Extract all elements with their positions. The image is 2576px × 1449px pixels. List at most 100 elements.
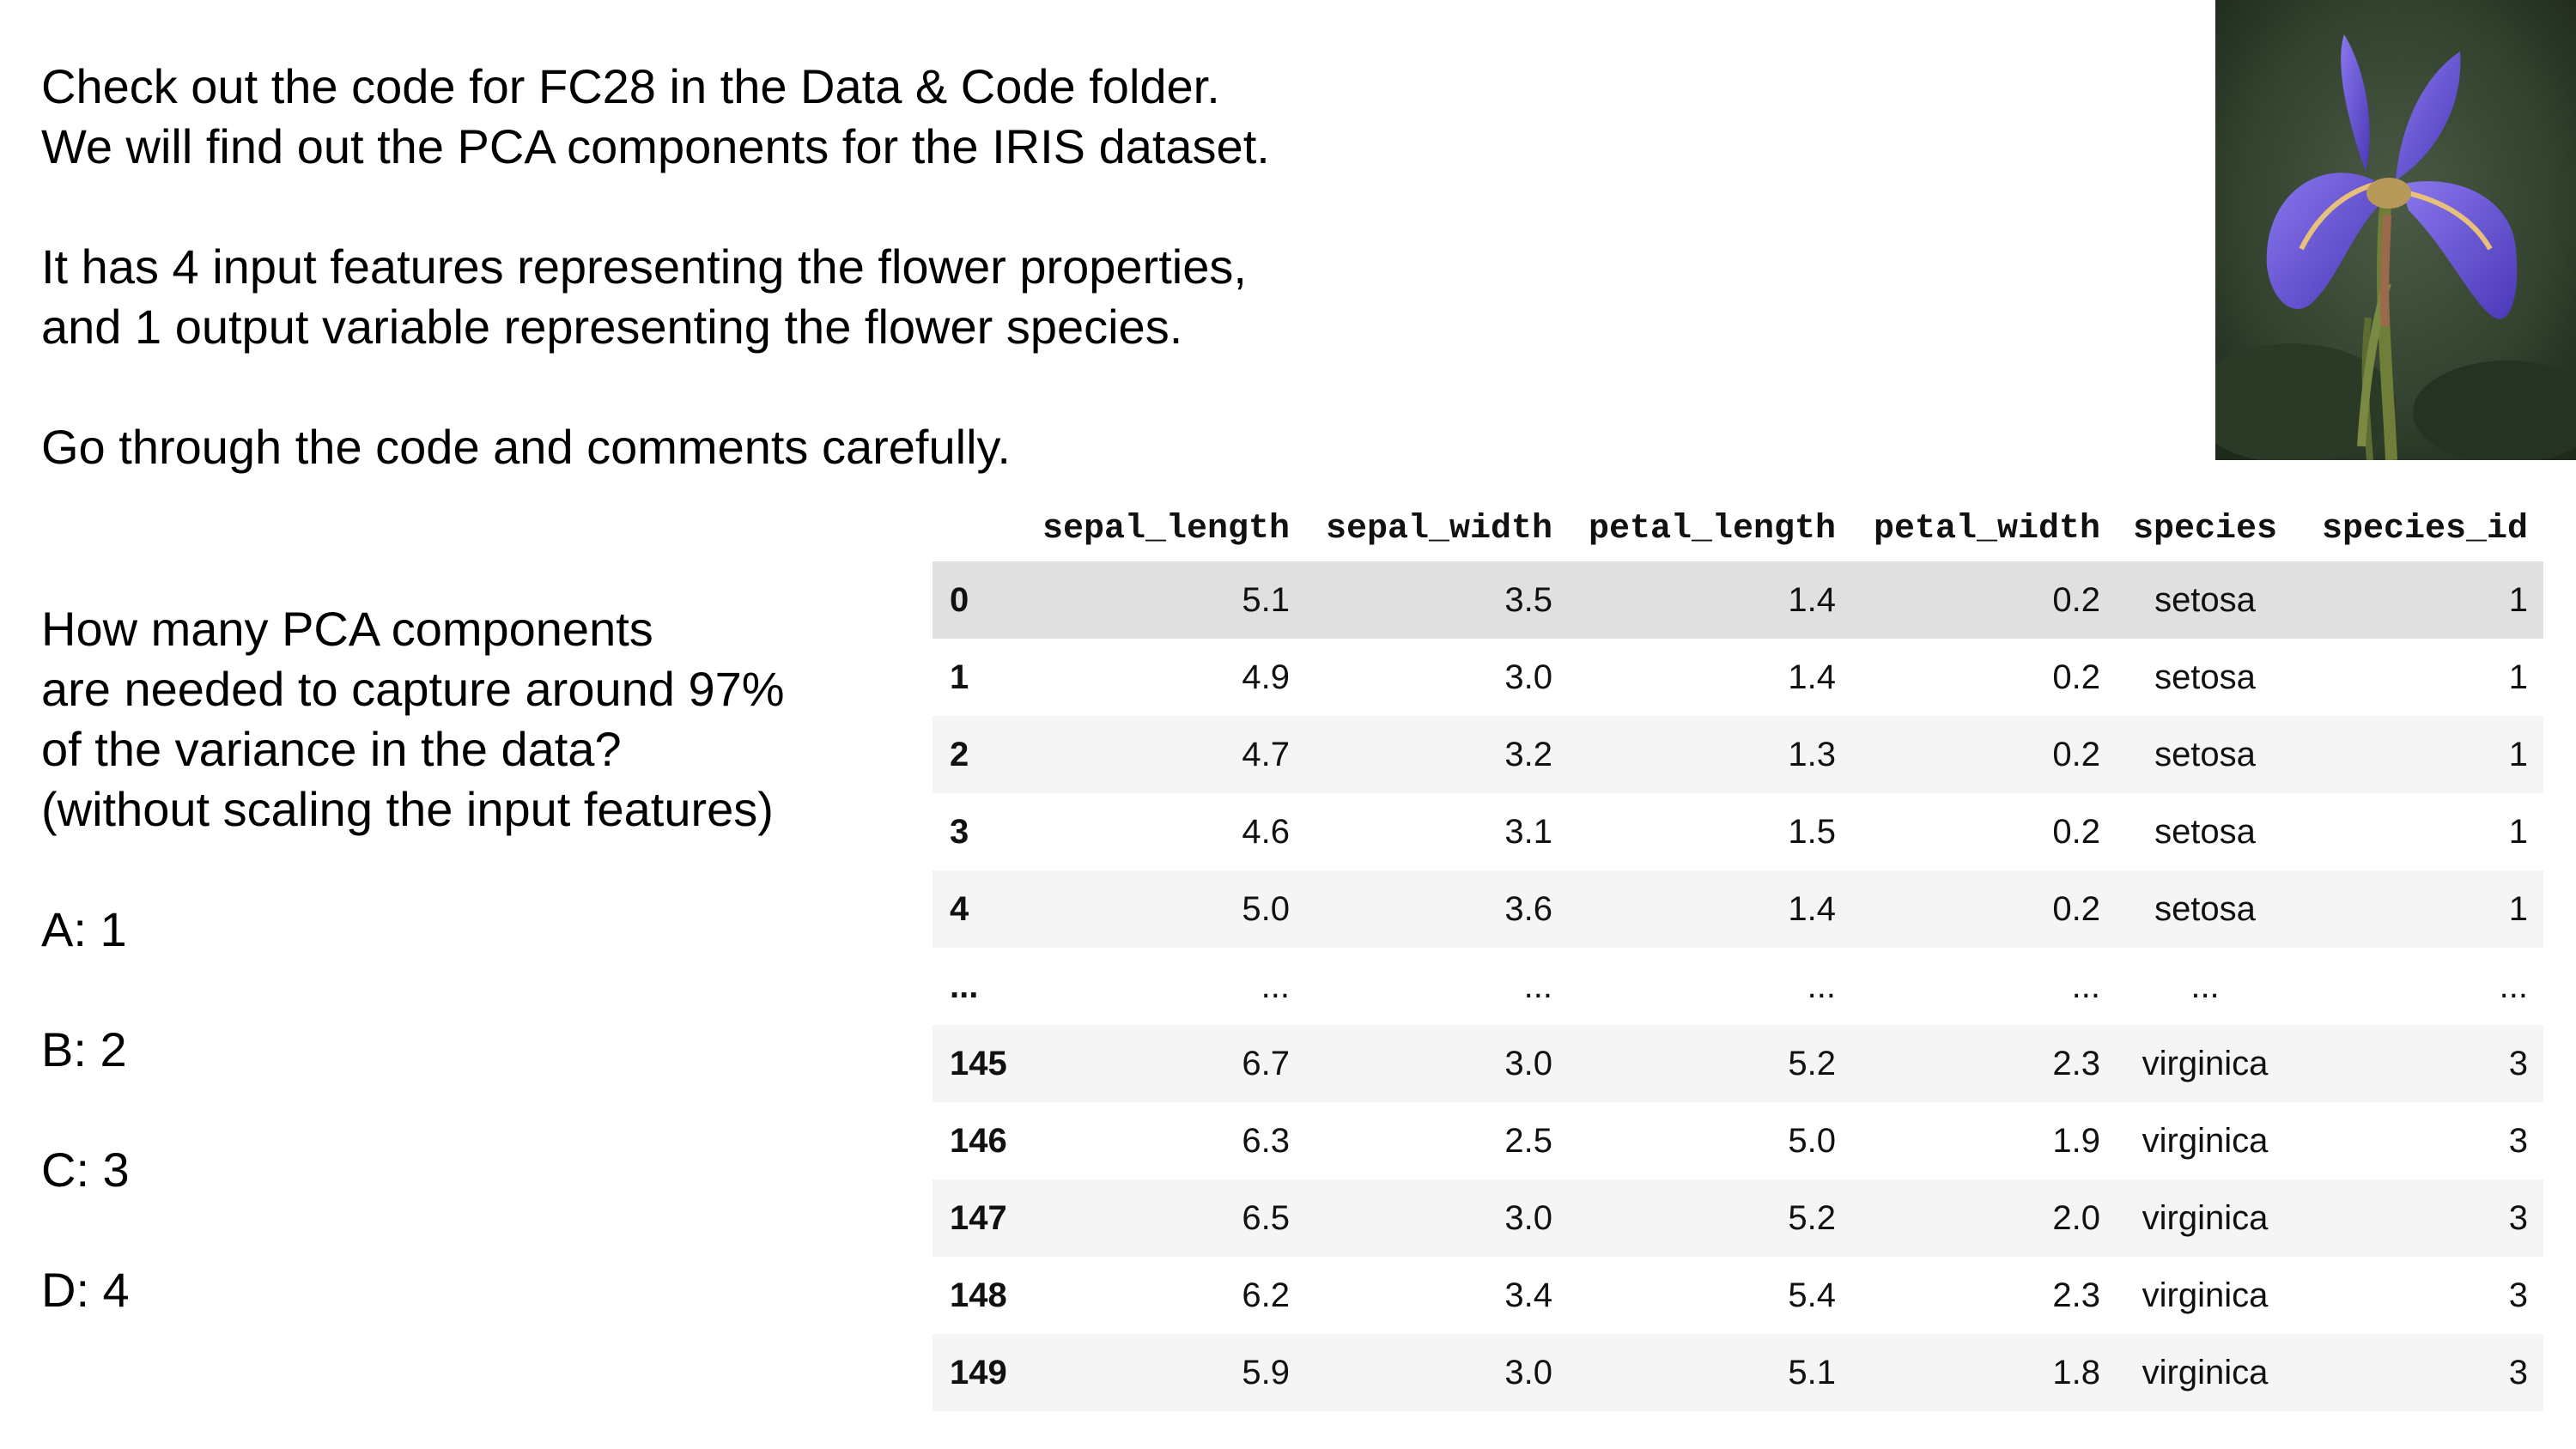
intro-line-2: We will find out the PCA components for … bbox=[41, 119, 1270, 173]
row-index: 145 bbox=[933, 1025, 1037, 1102]
features-line-2: and 1 output variable representing the f… bbox=[41, 300, 1183, 354]
option-a: A: 1 bbox=[41, 902, 127, 956]
cell-petal-width: ... bbox=[1851, 948, 2116, 1025]
question-line-3: of the variance in the data? bbox=[41, 722, 622, 776]
cell-petal-width: 1.9 bbox=[1851, 1102, 2116, 1179]
cell-sepal-length: 6.5 bbox=[1037, 1179, 1305, 1257]
cell-species: setosa bbox=[2116, 870, 2294, 948]
cell-petal-length: 5.2 bbox=[1568, 1179, 1851, 1257]
column-header-sepal-width: sepal_width bbox=[1325, 509, 1552, 549]
cell-sepal-width: 3.1 bbox=[1305, 793, 1568, 870]
row-index: ... bbox=[933, 948, 1037, 1025]
option-d: D: 4 bbox=[41, 1263, 130, 1317]
iris-dataframe-table: sepal_length sepal_width petal_length pe… bbox=[933, 496, 2543, 1411]
cell-petal-width: 0.2 bbox=[1851, 561, 2116, 639]
question-line-4: (without scaling the input features) bbox=[41, 782, 774, 836]
iris-flower-image bbox=[2215, 0, 2576, 460]
cell-sepal-width: 3.0 bbox=[1305, 1179, 1568, 1257]
cell-species: virginica bbox=[2116, 1102, 2294, 1179]
cell-species: virginica bbox=[2116, 1334, 2294, 1411]
iris-flower-icon bbox=[2215, 0, 2576, 460]
table-row: 3 4.6 3.1 1.5 0.2 setosa 1 bbox=[933, 793, 2543, 870]
row-index: 4 bbox=[933, 870, 1037, 948]
cell-species-id: 3 bbox=[2294, 1257, 2543, 1334]
cell-species: setosa bbox=[2116, 793, 2294, 870]
cell-sepal-length: 4.6 bbox=[1037, 793, 1305, 870]
row-index: 3 bbox=[933, 793, 1037, 870]
column-header-petal-length: petal_length bbox=[1588, 509, 1836, 549]
cell-species: virginica bbox=[2116, 1179, 2294, 1257]
column-header-sepal-length: sepal_length bbox=[1042, 509, 1290, 549]
cell-petal-width: 2.3 bbox=[1851, 1025, 2116, 1102]
table-row: 145 6.7 3.0 5.2 2.3 virginica 3 bbox=[933, 1025, 2543, 1102]
cell-species-id: 1 bbox=[2294, 561, 2543, 639]
table-row: 146 6.3 2.5 5.0 1.9 virginica 3 bbox=[933, 1102, 2543, 1179]
table-row: 147 6.5 3.0 5.2 2.0 virginica 3 bbox=[933, 1179, 2543, 1257]
cell-sepal-length: 6.7 bbox=[1037, 1025, 1305, 1102]
question-line-2: are needed to capture around 97% bbox=[41, 662, 785, 716]
cell-petal-length: 5.2 bbox=[1568, 1025, 1851, 1102]
table-row: 4 5.0 3.6 1.4 0.2 setosa 1 bbox=[933, 870, 2543, 948]
table-row: 1 4.9 3.0 1.4 0.2 setosa 1 bbox=[933, 639, 2543, 716]
row-index: 1 bbox=[933, 639, 1037, 716]
cell-sepal-width: 3.2 bbox=[1305, 716, 1568, 793]
cell-species: ... bbox=[2116, 948, 2294, 1025]
column-header-index bbox=[933, 496, 1037, 561]
table-row: 2 4.7 3.2 1.3 0.2 setosa 1 bbox=[933, 716, 2543, 793]
features-text: It has 4 input features representing the… bbox=[41, 237, 1247, 357]
table-header-row: sepal_length sepal_width petal_length pe… bbox=[933, 496, 2543, 561]
cell-sepal-length: 4.7 bbox=[1037, 716, 1305, 793]
features-line-1: It has 4 input features representing the… bbox=[41, 239, 1247, 294]
cell-petal-length: 5.4 bbox=[1568, 1257, 1851, 1334]
cell-petal-length: ... bbox=[1568, 948, 1851, 1025]
cell-sepal-width: 2.5 bbox=[1305, 1102, 1568, 1179]
row-index: 0 bbox=[933, 561, 1037, 639]
column-header-species: species bbox=[2132, 509, 2278, 549]
cell-petal-length: 1.3 bbox=[1568, 716, 1851, 793]
cell-sepal-width: 3.4 bbox=[1305, 1257, 1568, 1334]
cell-petal-length: 1.5 bbox=[1568, 793, 1851, 870]
cell-species-id: 1 bbox=[2294, 639, 2543, 716]
cell-petal-width: 2.3 bbox=[1851, 1257, 2116, 1334]
cell-petal-length: 1.4 bbox=[1568, 870, 1851, 948]
cell-species-id: 3 bbox=[2294, 1025, 2543, 1102]
question-line-1: How many PCA components bbox=[41, 602, 653, 656]
cell-sepal-length: 5.9 bbox=[1037, 1334, 1305, 1411]
row-index: 2 bbox=[933, 716, 1037, 793]
instruction-text: Go through the code and comments careful… bbox=[41, 417, 1011, 477]
instruction-line: Go through the code and comments careful… bbox=[41, 420, 1011, 474]
cell-petal-width: 0.2 bbox=[1851, 793, 2116, 870]
cell-petal-width: 0.2 bbox=[1851, 639, 2116, 716]
cell-species: setosa bbox=[2116, 561, 2294, 639]
cell-sepal-length: ... bbox=[1037, 948, 1305, 1025]
column-header-species-id: species_id bbox=[2321, 509, 2528, 549]
cell-sepal-length: 6.3 bbox=[1037, 1102, 1305, 1179]
cell-petal-length: 5.1 bbox=[1568, 1334, 1851, 1411]
question-text: How many PCA components are needed to ca… bbox=[41, 599, 785, 840]
cell-sepal-width: 3.5 bbox=[1305, 561, 1568, 639]
intro-text: Check out the code for FC28 in the Data … bbox=[41, 57, 1270, 177]
cell-petal-width: 1.8 bbox=[1851, 1334, 2116, 1411]
cell-species-id: 1 bbox=[2294, 716, 2543, 793]
cell-sepal-width: 3.0 bbox=[1305, 1334, 1568, 1411]
table-row-ellipsis: ... ... ... ... ... ... ... bbox=[933, 948, 2543, 1025]
row-index: 146 bbox=[933, 1102, 1037, 1179]
cell-sepal-length: 5.1 bbox=[1037, 561, 1305, 639]
cell-petal-width: 0.2 bbox=[1851, 870, 2116, 948]
cell-petal-length: 1.4 bbox=[1568, 561, 1851, 639]
cell-sepal-width: 3.6 bbox=[1305, 870, 1568, 948]
table-row: 148 6.2 3.4 5.4 2.3 virginica 3 bbox=[933, 1257, 2543, 1334]
cell-species: virginica bbox=[2116, 1025, 2294, 1102]
cell-sepal-length: 5.0 bbox=[1037, 870, 1305, 948]
table-row: 149 5.9 3.0 5.1 1.8 virginica 3 bbox=[933, 1334, 2543, 1411]
table-row: 0 5.1 3.5 1.4 0.2 setosa 1 bbox=[933, 561, 2543, 639]
cell-species: virginica bbox=[2116, 1257, 2294, 1334]
cell-species-id: 3 bbox=[2294, 1102, 2543, 1179]
cell-species: setosa bbox=[2116, 639, 2294, 716]
row-index: 149 bbox=[933, 1334, 1037, 1411]
option-c: C: 3 bbox=[41, 1143, 130, 1197]
cell-species-id: ... bbox=[2294, 948, 2543, 1025]
cell-species-id: 3 bbox=[2294, 1179, 2543, 1257]
cell-petal-length: 1.4 bbox=[1568, 639, 1851, 716]
row-index: 147 bbox=[933, 1179, 1037, 1257]
